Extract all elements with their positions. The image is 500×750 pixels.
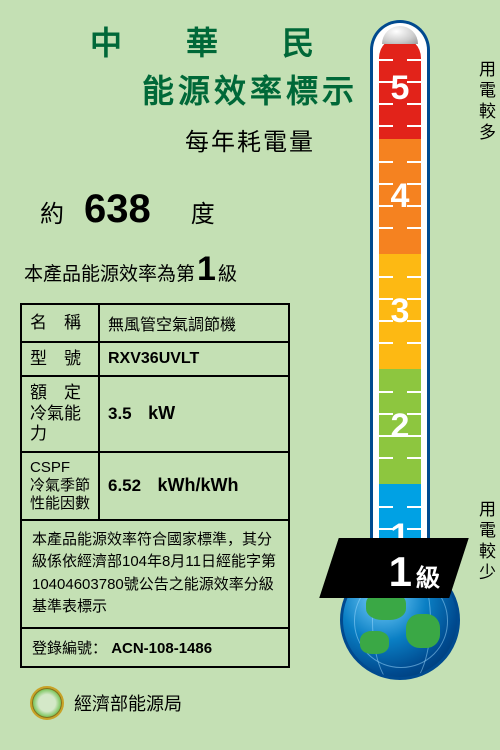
capacity-unit: kW (148, 403, 175, 423)
thermometer-tick (407, 161, 421, 163)
thermometer-tick (379, 81, 393, 83)
rating-prefix: 本產品能源效率為第 (24, 259, 195, 286)
model-value: RXV36UVLT (99, 342, 289, 376)
thermo-segment-2: 2 (379, 369, 421, 484)
table-row: 額 定 冷氣能力 3.5 kW (21, 376, 289, 451)
thermometer-tick (379, 391, 393, 393)
agency-seal-icon (30, 686, 64, 720)
thermometer-tick (407, 227, 421, 229)
thermometer-tick (407, 506, 421, 508)
thermometer-tick (379, 183, 393, 185)
cspf-value: 6.52 (108, 476, 141, 495)
grade-number: 1 (389, 548, 412, 596)
thermo-segment-3: 3 (379, 254, 421, 369)
table-row: 名 稱 無風管空氣調節機 (21, 304, 289, 342)
model-label: 型 號 (21, 342, 99, 376)
thermometer-tick (379, 435, 393, 437)
thermometer-tick (379, 227, 393, 229)
high-consumption-label: 用電較多 (473, 60, 498, 144)
thermometer-tick (407, 391, 421, 393)
thermometer-tick (407, 528, 421, 530)
thermo-segment-4: 4 (379, 139, 421, 254)
thermometer-tick (407, 413, 421, 415)
grade-suffix: 級 (416, 558, 440, 593)
thermometer-tick (379, 125, 393, 127)
thermometer-tick (407, 435, 421, 437)
agency-name: 經濟部能源局 (74, 690, 182, 716)
thermometer-tick (407, 103, 421, 105)
capacity-value: 3.5 (108, 404, 132, 423)
name-label: 名 稱 (21, 304, 99, 342)
thermometer-tick (407, 125, 421, 127)
thermometer-tick (379, 205, 393, 207)
table-row: 型 號 RXV36UVLT (21, 342, 289, 376)
thermometer-tick (379, 506, 393, 508)
thermometer-tick (407, 342, 421, 344)
rating-number: 1 (197, 250, 216, 289)
kwh-value: 638 (84, 187, 151, 232)
thermometer-tick (407, 457, 421, 459)
thermometer-tick (379, 276, 393, 278)
kwh-unit: 度 (191, 194, 215, 229)
thermometer-tick (407, 298, 421, 300)
compliance-text: 本產品能源效率符合國家標準，其分級係依經濟部104年8月11日經能字第10404… (20, 521, 290, 629)
registration-row: 登錄編號： ACN-108-1486 (20, 629, 290, 668)
capacity-label: 額 定 冷氣能力 (21, 376, 99, 451)
capacity-cell: 3.5 kW (99, 376, 289, 451)
name-value: 無風管空氣調節機 (99, 304, 289, 342)
thermometer-tick (379, 528, 393, 530)
thermometer-tick (379, 457, 393, 459)
thermometer-tick (379, 298, 393, 300)
thermometer-tick (407, 183, 421, 185)
thermometer-tick (379, 103, 393, 105)
thermometer-tick (379, 342, 393, 344)
thermometer: 5 4 3 2 1 用電較多 用電較少 (330, 20, 470, 720)
thermo-segment-5: 5 (379, 37, 421, 139)
table-row: CSPF 冷氣季節 性能因數 6.52 kWh/kWh (21, 452, 289, 520)
thermometer-tube: 5 4 3 2 1 (370, 20, 430, 580)
thermometer-tick (407, 81, 421, 83)
cspf-unit: kWh/kWh (158, 475, 239, 495)
low-consumption-label: 用電較少 (473, 500, 498, 584)
grade-badge: 1 級 (389, 548, 440, 596)
thermometer-tick (379, 413, 393, 415)
thermometer-tick (379, 59, 393, 61)
thermometer-tick (379, 320, 393, 322)
approx-label: 約 (40, 194, 64, 229)
registration-value: ACN-108-1486 (111, 640, 212, 657)
thermometer-tick (407, 59, 421, 61)
cspf-label: CSPF 冷氣季節 性能因數 (21, 452, 99, 520)
spec-table: 名 稱 無風管空氣調節機 型 號 RXV36UVLT 額 定 冷氣能力 3.5 … (20, 303, 290, 521)
cspf-cell: 6.52 kWh/kWh (99, 452, 289, 520)
thermometer-tick (407, 276, 421, 278)
thermometer-tick (407, 205, 421, 207)
registration-label: 登錄編號： (32, 640, 107, 657)
thermometer-tick (379, 161, 393, 163)
rating-suffix: 級 (218, 259, 237, 286)
thermometer-tick (407, 320, 421, 322)
